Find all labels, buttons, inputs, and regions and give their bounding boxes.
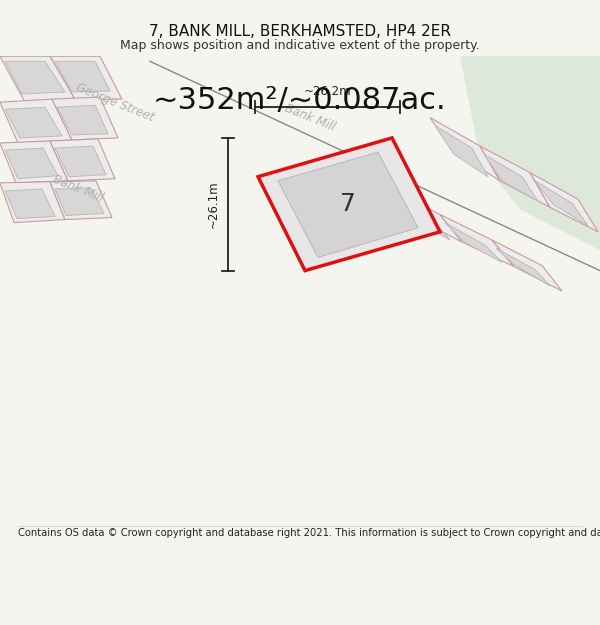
- Polygon shape: [390, 189, 462, 242]
- Polygon shape: [52, 97, 118, 140]
- Polygon shape: [50, 139, 115, 181]
- Polygon shape: [496, 248, 550, 286]
- Polygon shape: [430, 118, 500, 181]
- Text: Contains OS data © Crown copyright and database right 2021. This information is : Contains OS data © Crown copyright and d…: [18, 528, 600, 538]
- Polygon shape: [535, 181, 588, 226]
- Polygon shape: [460, 56, 600, 250]
- Polygon shape: [395, 197, 450, 240]
- Polygon shape: [278, 152, 418, 258]
- Polygon shape: [492, 240, 562, 291]
- Polygon shape: [0, 141, 68, 183]
- Polygon shape: [55, 61, 110, 92]
- Text: ~26.2m: ~26.2m: [304, 86, 352, 99]
- Polygon shape: [50, 181, 112, 219]
- Polygon shape: [445, 222, 502, 262]
- Polygon shape: [484, 154, 538, 201]
- Polygon shape: [55, 146, 106, 177]
- Text: George Street: George Street: [74, 81, 156, 124]
- Polygon shape: [5, 61, 65, 94]
- Polygon shape: [435, 126, 488, 177]
- Text: 7: 7: [340, 192, 356, 216]
- Polygon shape: [440, 214, 514, 266]
- Polygon shape: [0, 56, 75, 102]
- Text: ~26.1m: ~26.1m: [206, 181, 220, 228]
- Polygon shape: [258, 138, 440, 271]
- Polygon shape: [55, 188, 104, 216]
- Text: Bank Mill: Bank Mill: [51, 173, 105, 205]
- Text: Map shows position and indicative extent of the property.: Map shows position and indicative extent…: [120, 39, 480, 51]
- Text: Bank Mill: Bank Mill: [283, 101, 337, 134]
- Polygon shape: [0, 99, 72, 143]
- Polygon shape: [530, 173, 598, 232]
- Polygon shape: [50, 56, 122, 99]
- Text: 7, BANK MILL, BERKHAMSTED, HP4 2ER: 7, BANK MILL, BERKHAMSTED, HP4 2ER: [149, 24, 451, 39]
- Polygon shape: [5, 189, 55, 219]
- Polygon shape: [57, 105, 108, 135]
- Polygon shape: [480, 146, 550, 208]
- Text: ~352m²/~0.087ac.: ~352m²/~0.087ac.: [153, 86, 447, 114]
- Polygon shape: [0, 182, 65, 222]
- Polygon shape: [5, 148, 58, 179]
- Polygon shape: [5, 107, 62, 138]
